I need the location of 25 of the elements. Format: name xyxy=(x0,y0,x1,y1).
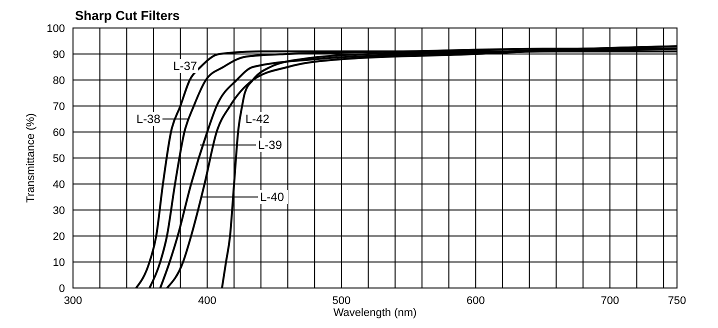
y-tick-label: 0 xyxy=(58,282,65,295)
y-tick-label: 20 xyxy=(52,230,65,243)
y-tick-label: 30 xyxy=(52,204,65,217)
x-axis-title: Wavelength (nm) xyxy=(333,307,417,319)
y-tick-label: 100 xyxy=(46,22,65,35)
annotation: L-40 xyxy=(260,190,284,204)
y-tick-label: 60 xyxy=(52,126,65,139)
x-tick-label: 300 xyxy=(64,294,82,307)
x-tick-label: 750 xyxy=(668,294,686,307)
x-tick-label: 600 xyxy=(466,294,485,307)
y-tick-label: 90 xyxy=(52,48,65,61)
annotation: L-38 xyxy=(136,112,161,126)
y-tick-label: 40 xyxy=(52,178,65,191)
x-tick-label: 700 xyxy=(600,294,620,307)
x-tick-label: 400 xyxy=(198,294,216,307)
y-axis-title: Transmittance (%) xyxy=(24,113,37,203)
x-tick-label: 500 xyxy=(332,294,351,307)
annotation: L-37 xyxy=(173,59,198,73)
y-tick-label: 80 xyxy=(52,74,65,87)
chart-title: Sharp Cut Filters xyxy=(75,8,180,23)
y-tick-label: 10 xyxy=(52,256,65,269)
y-tick-label: 70 xyxy=(52,100,65,113)
annotation: L-39 xyxy=(258,138,282,152)
y-tick-label: 50 xyxy=(52,152,65,165)
annotation: L-42 xyxy=(245,112,270,126)
